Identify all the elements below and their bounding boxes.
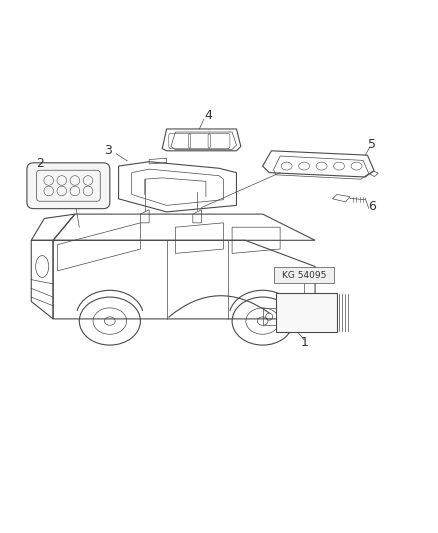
Text: 1: 1 [300,336,308,350]
Text: KG 54095: KG 54095 [282,271,326,280]
Text: 4: 4 [204,109,212,123]
Text: 6: 6 [368,200,376,213]
FancyBboxPatch shape [27,163,110,208]
Text: 5: 5 [368,138,376,151]
Text: 2: 2 [36,157,44,171]
FancyBboxPatch shape [276,293,337,332]
Text: 3: 3 [104,144,112,157]
FancyBboxPatch shape [275,268,334,283]
